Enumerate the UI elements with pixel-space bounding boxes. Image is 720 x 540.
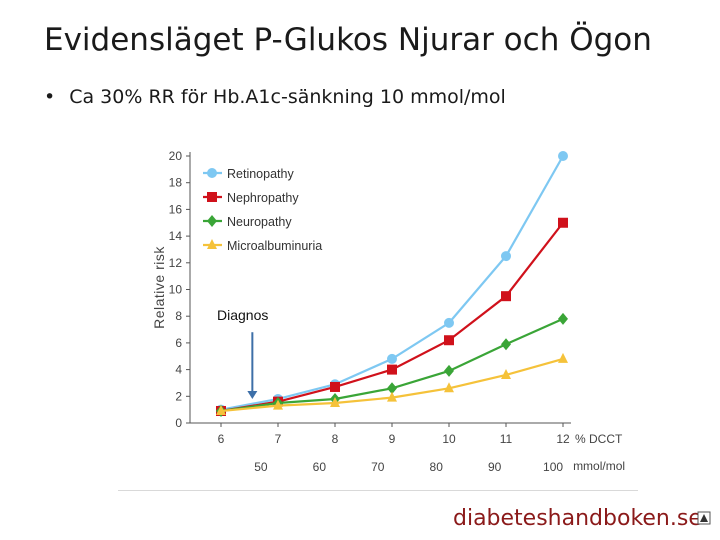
brand-logo-text: diabeteshandboken.se — [453, 506, 702, 531]
x-secondary-tick-label: 90 — [488, 460, 502, 474]
x-tick-label: 11 — [500, 432, 513, 446]
legend-item-nephropathy: Nephropathy — [203, 191, 299, 205]
data-point-microalbuminuria — [330, 396, 340, 407]
legend-marker — [207, 168, 217, 178]
data-point-microalbuminuria — [558, 352, 568, 363]
y-tick-label: 18 — [169, 176, 183, 190]
y-tick-label: 20 — [169, 149, 183, 163]
y-tick-label: 2 — [175, 389, 182, 403]
legend-label: Microalbuminuria — [227, 239, 322, 253]
x-tick-label: 12 — [556, 432, 570, 446]
data-point-nephropathy — [330, 381, 340, 392]
data-point-neuropathy — [501, 338, 511, 351]
x-tick-label: 10 — [442, 432, 456, 446]
annotation-label: Diagnos — [217, 307, 268, 323]
legend-item-neuropathy: Neuropathy — [203, 215, 292, 229]
y-tick-label: 12 — [169, 256, 183, 270]
y-tick-label: 14 — [169, 229, 183, 243]
x-axis-label-bottom: mmol/mol — [573, 459, 625, 473]
data-point-neuropathy — [387, 382, 397, 395]
bullet-point: • Ca 30% RR för Hb.A1c-sänkning 10 mmol/m… — [44, 86, 506, 108]
bullet-marker: • — [44, 86, 56, 108]
x-secondary-tick-label: 50 — [254, 460, 268, 474]
legend-label: Neuropathy — [227, 215, 292, 229]
x-tick-label: 9 — [389, 432, 396, 446]
chart-series — [216, 151, 568, 417]
chart-axes: 0 2 4 6 8 10 12 14 16 18 20 Relative risk 6 7 8 9 10 11 12… — [151, 149, 625, 474]
data-point-nephropathy — [501, 291, 511, 302]
y-axis-label: Relative risk — [151, 246, 167, 329]
y-tick-label: 4 — [175, 363, 182, 377]
data-point-nephropathy — [558, 217, 568, 228]
chart-legend: Retinopathy Nephropathy Neuropathy Microalb… — [203, 167, 322, 253]
chart-annotation: Diagnos — [217, 307, 268, 399]
data-point-neuropathy — [444, 364, 454, 377]
annotation-arrow-head — [247, 390, 258, 399]
x-secondary-tick-label: 70 — [371, 460, 385, 474]
data-point-microalbuminuria — [273, 399, 283, 410]
y-tick-label: 0 — [175, 416, 182, 430]
legend-label: Retinopathy — [227, 167, 294, 181]
legend-marker — [207, 192, 217, 202]
data-point-nephropathy — [444, 335, 454, 346]
brand-mark-icon — [697, 511, 711, 525]
data-point-microalbuminuria — [216, 404, 226, 415]
data-point-microalbuminuria — [387, 391, 397, 402]
data-point-retinopathy — [444, 317, 454, 328]
y-tick-label: 16 — [169, 202, 183, 216]
x-tick-label: 7 — [275, 432, 282, 446]
x-secondary-tick-label: 100 — [543, 460, 563, 474]
legend-marker — [207, 215, 217, 227]
x-axis-label-top: % DCCT — [575, 432, 623, 446]
x-tick-label: 6 — [218, 432, 225, 446]
footer-divider — [118, 490, 638, 491]
legend-item-microalbuminuria: Microalbuminuria — [203, 239, 322, 253]
legend-label: Nephropathy — [227, 191, 299, 205]
legend-marker — [207, 239, 217, 249]
data-point-neuropathy — [558, 312, 568, 325]
data-point-microalbuminuria — [501, 368, 511, 379]
data-point-retinopathy — [501, 251, 511, 262]
x-secondary-tick-label: 60 — [313, 460, 327, 474]
data-point-retinopathy — [387, 353, 397, 364]
data-point-microalbuminuria — [444, 382, 454, 393]
y-tick-label: 10 — [169, 283, 183, 297]
series-microalbuminuria — [216, 352, 568, 415]
bullet-text: Ca 30% RR för Hb.A1c-sänkning 10 mmol/mo… — [69, 86, 506, 108]
y-tick-label: 6 — [175, 336, 182, 350]
data-point-nephropathy — [387, 364, 397, 375]
y-tick-label: 8 — [175, 309, 182, 323]
slide-title: Evidensläget P-Glukos Njurar och Ögon — [44, 22, 652, 58]
x-tick-label: 8 — [332, 432, 339, 446]
legend-item-retinopathy: Retinopathy — [203, 167, 294, 181]
data-point-retinopathy — [558, 151, 568, 161]
x-secondary-tick-label: 80 — [430, 460, 444, 474]
